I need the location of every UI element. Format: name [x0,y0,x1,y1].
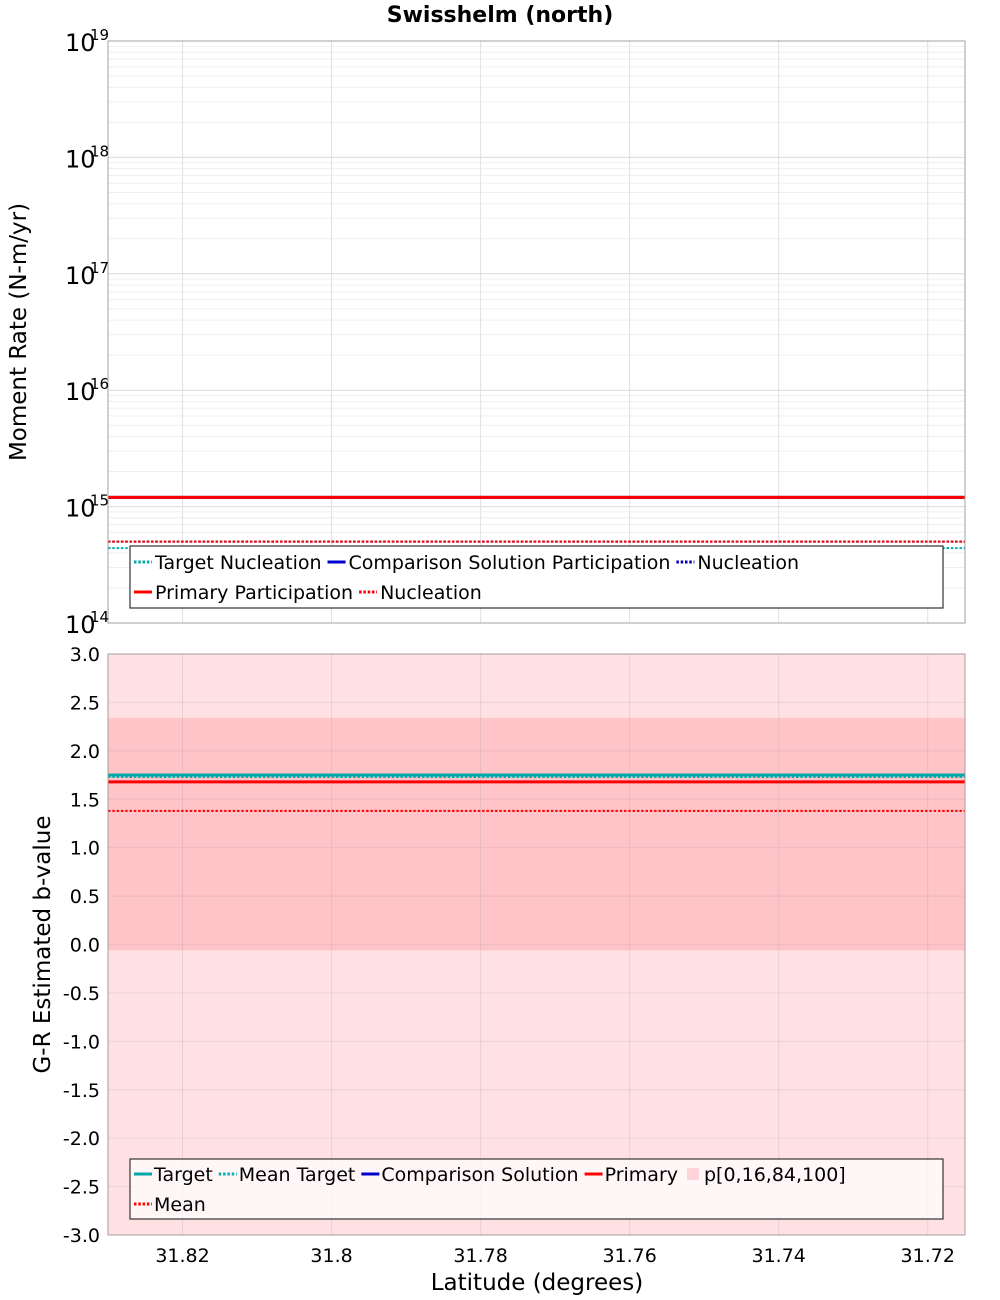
y-tick-label: 1.5 [70,789,100,811]
plot-frame [107,653,966,1236]
legend-label: Comparison Solution Participation [349,552,671,574]
y-tick-label: -3.0 [63,1225,100,1247]
legend-label: Primary Participation [155,582,353,604]
y-tick-label: 0.0 [70,935,100,957]
legend-label: Nucleation [380,582,482,604]
y-tick-label: -2.5 [63,1177,100,1199]
y-tick-label-exponent: 17 [90,259,109,277]
plot-frame [107,40,966,624]
x-tick-label: 31.74 [751,1245,805,1267]
legend-label: Target Nucleation [154,552,322,574]
legend-label: Comparison Solution [381,1164,578,1186]
y-tick-label-base: 10 [65,611,96,639]
y-tick-label: 1.0 [70,838,100,860]
b-value-plot: 3.0 2.5 2.0 1.5 1.0 0.5 0.0 -0.5 -1.0 -1.5 -2.0 -2.… [63,644,966,1267]
y-tick-label-base: 10 [65,378,96,406]
legend-label: Nucleation [697,552,799,574]
legend-label: Primary [605,1164,678,1186]
y-tick-label-base: 10 [65,29,96,57]
y-tick-label-exponent: 18 [90,142,109,160]
legend-label: Target [153,1164,213,1186]
y-tick-label-exponent: 16 [90,375,109,393]
x-tick-label: 31.8 [310,1245,352,1267]
y-tick-label-exponent: 19 [90,26,109,44]
y-tick-label: 3.0 [70,644,100,666]
y-tick-label-base: 10 [65,145,96,173]
annotations: Swisshelm (north) Moment Rate (N-m/yr) G-R… [6,3,643,1296]
y-tick-label-base: 10 [65,495,96,523]
y-tick-label: 0.5 [70,886,100,908]
x-tick-label: 31.78 [453,1245,507,1267]
y-tick-label: -1.5 [63,1080,100,1102]
x-tick-label: 31.76 [602,1245,656,1267]
y-tick-label: 2.5 [70,692,100,714]
x-tick-label: 31.72 [901,1245,955,1267]
y-tick-label: -0.5 [63,983,100,1005]
x-axis-label: Latitude (degrees) [431,1270,644,1296]
y-tick-label: -1.0 [63,1031,100,1053]
chart-title: Swisshelm (north) [387,3,614,28]
legend-label: p[0,16,84,100] [704,1164,846,1186]
y-axis-label: G-R Estimated b-value [30,815,56,1073]
y-tick-label-base: 10 [65,262,96,290]
y-tick-label-exponent: 15 [90,492,109,510]
y-tick-label-exponent: 14 [90,608,109,626]
plot-area [108,41,965,623]
legend-label: Mean Target [239,1164,356,1186]
legend-box [129,545,944,609]
legend-label: Mean [154,1194,206,1216]
y-tick-label: 2.0 [70,741,100,763]
percentile-band [108,717,965,951]
x-tick-label: 31.82 [155,1245,209,1267]
y-tick-label: -2.0 [63,1128,100,1150]
legend-swatch [687,1168,699,1180]
legend-box [129,1158,944,1220]
y-axis-label: Moment Rate (N-m/yr) [6,203,32,461]
